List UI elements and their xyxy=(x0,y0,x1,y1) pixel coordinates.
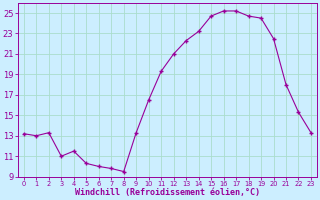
X-axis label: Windchill (Refroidissement éolien,°C): Windchill (Refroidissement éolien,°C) xyxy=(75,188,260,197)
